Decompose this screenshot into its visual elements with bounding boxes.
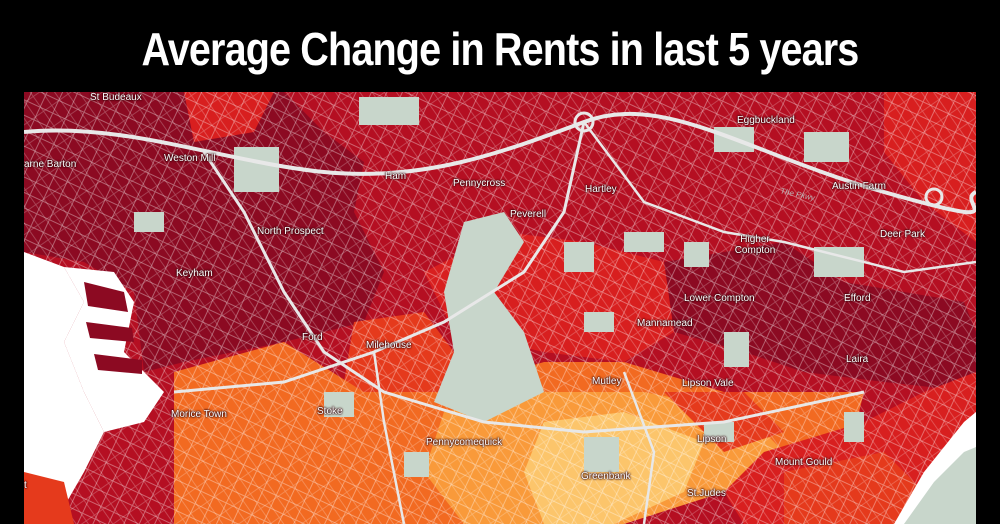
place-label: Eggbuckland [737, 115, 795, 126]
title-bar: Average Change in Rents in last 5 years [0, 0, 1000, 92]
place-label: Mutley [592, 376, 622, 387]
park-mannamead [584, 312, 614, 332]
road-compton [583, 121, 976, 274]
place-label: Milehouse [366, 340, 412, 351]
road-central [202, 151, 865, 434]
place-label: Morice Town [171, 409, 227, 420]
place-label: Laira [846, 354, 869, 365]
place-label: Mount Gould [775, 457, 833, 468]
dock-pier-3 [94, 354, 142, 374]
park-pennycomequick [404, 452, 429, 477]
place-label: Hartley [585, 184, 617, 195]
park-lower-compton [724, 332, 749, 367]
frame-border-right [976, 92, 1000, 524]
road-mutley [622, 371, 656, 524]
park-austin-farm [804, 132, 849, 162]
region-west-bottom [24, 472, 74, 524]
frame-border-left [0, 92, 24, 524]
place-label: Deer Park [880, 229, 926, 240]
place-label: t [24, 480, 27, 491]
place-label: Pennycomequick [426, 437, 503, 448]
place-label: North Prospect [257, 226, 324, 237]
place-label: Lipson Vale [682, 378, 734, 389]
place-label: Peverell [510, 209, 547, 220]
road-milehouse-south [372, 351, 406, 524]
park-greenbank [584, 437, 619, 472]
place-label: Higher Compton [734, 234, 776, 256]
place-label: Efford [844, 293, 871, 304]
road-north-south [173, 121, 586, 394]
place-label: arne Barton [24, 159, 77, 170]
park-compton [684, 242, 709, 267]
place-label: Lower Compton [684, 293, 755, 304]
place-label: Greenbank [581, 471, 631, 482]
dockyard-water [64, 267, 164, 432]
park-weston-mill [234, 147, 279, 192]
place-label: Lipson [697, 434, 727, 445]
park-hartley-east [624, 232, 664, 252]
place-label: Ham [385, 171, 407, 182]
park-laira [844, 412, 864, 442]
park-keyham [134, 212, 164, 232]
park-lipson [704, 422, 734, 442]
riverbank-green [904, 447, 976, 524]
dock-pier-1 [84, 282, 128, 312]
place-label: St.Judes [687, 488, 726, 499]
place-label: Keyham [176, 268, 213, 279]
park-hartley [564, 242, 594, 272]
place-label: Pennycross [453, 178, 506, 189]
park-central [434, 212, 544, 422]
place-label: Stoke [317, 406, 343, 417]
park-north [359, 97, 419, 125]
rent-change-map[interactable]: St Budeaux arne Barton Weston Mill Ham P… [24, 92, 976, 524]
roundabout-east [924, 187, 944, 207]
park-stoke [324, 392, 354, 417]
place-label: Austin Farm [832, 181, 886, 192]
place-label: Ford [302, 332, 323, 343]
map-canvas [24, 92, 976, 524]
roundabout-parkway [573, 111, 595, 133]
place-label: Weston Mill [164, 153, 216, 164]
place-label: Mannamead [637, 318, 693, 329]
dock-pier-2 [86, 322, 134, 342]
map-title: Average Change in Rents in last 5 years [141, 23, 860, 75]
place-label: St Budeaux [90, 92, 142, 103]
water-tamar [24, 252, 104, 524]
